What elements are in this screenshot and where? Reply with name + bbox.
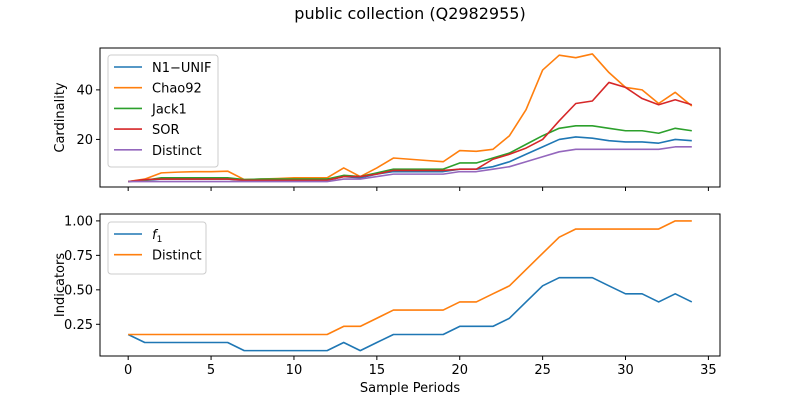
- x-tick-label: 25: [534, 363, 551, 378]
- figure-title: public collection (Q2982955): [294, 4, 525, 23]
- legend-label: Jack1: [151, 102, 187, 117]
- series-line-1-0: [127, 276, 693, 352]
- axes-frame-0: [99, 47, 721, 188]
- x-tick-label: 15: [369, 363, 386, 378]
- legend-label: N1−UNIF: [152, 61, 211, 76]
- y-tick-label: 40: [76, 83, 93, 98]
- y-tick-label: 0.25: [64, 318, 93, 333]
- legend-box: [107, 221, 207, 275]
- legend-label: SOR: [152, 123, 180, 138]
- series-line-0-2: [128, 125, 692, 183]
- x-tick-label: 0: [124, 363, 132, 378]
- legend-label: Chao92: [152, 82, 202, 97]
- series-line-1-1: [128, 220, 692, 336]
- x-tick-label: 5: [207, 363, 215, 378]
- y-axis-label: Indicators: [53, 253, 68, 317]
- series-line-0-1: [128, 53, 693, 183]
- legend-label: Distinct: [152, 144, 202, 159]
- x-tick-label: 20: [451, 363, 468, 378]
- x-tick-label: 35: [700, 363, 717, 378]
- chart-panel-0: 20 40 Cardinality N1−UNIF Chao92 Jack1 SOR Dist…: [53, 47, 721, 191]
- chart-panel-1: 0 5 10 15 20 25 30 35 0.25 0.50 0.75 1.00 Indicators…: [53, 213, 721, 396]
- y-axis-label: Cardinality: [53, 82, 68, 153]
- y-tick-label: 0.75: [64, 249, 93, 264]
- y-tick-label: 1.00: [64, 214, 93, 229]
- legend-0: N1−UNIF Chao92 Jack1 SOR Distinct: [107, 54, 219, 168]
- legend-label: Distinct: [152, 249, 202, 264]
- x-axis-label: Sample Periods: [360, 381, 460, 396]
- legend-1: f1 Distinct: [107, 221, 207, 275]
- y-tick-label: 20: [76, 133, 93, 148]
- axes-frame-1: [99, 213, 721, 357]
- legend-box: [107, 54, 219, 168]
- legend-label: f1: [152, 228, 162, 245]
- x-tick-label: 30: [617, 363, 634, 378]
- y-tick-label: 0.50: [64, 283, 93, 298]
- series-line-0-4: [128, 146, 692, 183]
- x-tick-label: 10: [286, 363, 303, 378]
- series-line-0-3: [128, 81, 693, 183]
